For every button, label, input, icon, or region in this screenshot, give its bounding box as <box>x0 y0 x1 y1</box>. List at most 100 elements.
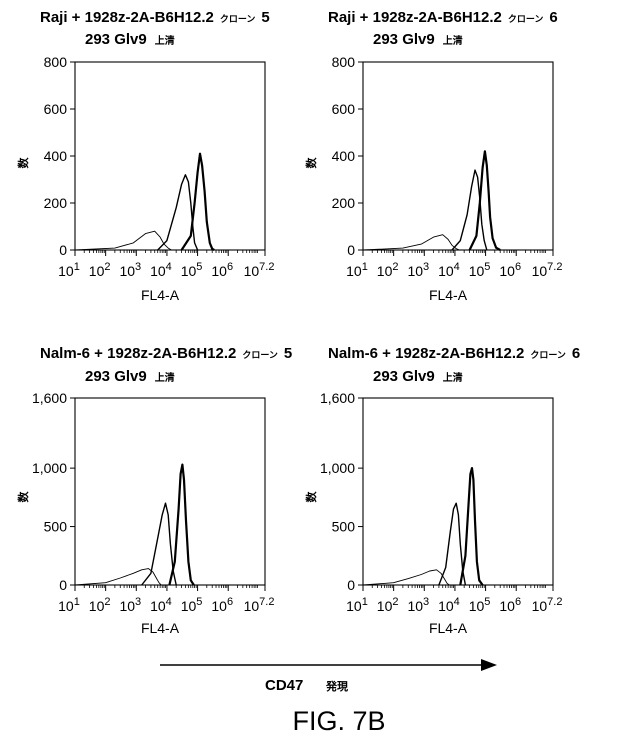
x-tick-exponent: 7.2 <box>547 261 562 273</box>
x-tick-exponent: 5 <box>484 596 490 608</box>
panel-title-clone: クローン <box>530 350 566 360</box>
x-tick-label: 105 <box>469 261 491 279</box>
x-tick-label: 105 <box>181 261 203 279</box>
histogram-curve-medium <box>158 175 198 250</box>
y-tick-label: 500 <box>44 519 68 535</box>
x-tick-base: 10 <box>407 263 423 279</box>
x-tick-base: 10 <box>377 598 393 614</box>
histogram-curve-thin <box>363 235 459 250</box>
histogram-curve-medium <box>142 503 177 585</box>
x-tick-label: 103 <box>407 261 429 279</box>
x-tick-label: 103 <box>119 596 141 614</box>
x-tick-label: 106 <box>499 261 521 279</box>
panel-clone-number: 5 <box>284 345 292 362</box>
x-tick-exponent: 7.2 <box>259 596 274 608</box>
x-tick-base: 10 <box>532 263 548 279</box>
panel-subtitle-main: 293 Glv9 <box>85 31 147 48</box>
y-tick-label: 0 <box>59 242 67 258</box>
x-tick-exponent: 1 <box>362 261 368 273</box>
y-tick-label: 1,000 <box>32 460 67 476</box>
y-tick-label: 0 <box>347 242 355 258</box>
x-tick-base: 10 <box>377 263 393 279</box>
panel-subtitle-suffix: 上清 <box>443 34 463 47</box>
y-tick-label: 800 <box>44 54 68 70</box>
cd47-label: CD47 <box>265 677 303 694</box>
x-tick-base: 10 <box>119 263 135 279</box>
panel-subtitle: 293 Glv9上清 <box>373 368 463 385</box>
x-tick-base: 10 <box>181 263 197 279</box>
x-tick-base: 10 <box>89 598 105 614</box>
panel-title: Nalm-6 + 1928z-2A-B6H12.2 クローン 5 <box>40 345 292 362</box>
x-tick-exponent: 6 <box>227 261 233 273</box>
x-tick-exponent: 4 <box>454 261 460 273</box>
x-tick-base: 10 <box>346 598 362 614</box>
x-tick-exponent: 3 <box>423 261 429 273</box>
x-tick-base: 10 <box>119 598 135 614</box>
histogram-curve-bold <box>182 154 215 250</box>
x-tick-exponent: 1 <box>74 596 80 608</box>
y-tick-label: 1,600 <box>32 390 67 406</box>
x-tick-base: 10 <box>58 598 74 614</box>
panel-title: Nalm-6 + 1928z-2A-B6H12.2クローン6 <box>328 345 580 362</box>
y-tick-label: 400 <box>44 148 68 164</box>
x-tick-label: 101 <box>346 596 368 614</box>
x-tick-label: 104 <box>150 261 172 279</box>
x-tick-exponent: 6 <box>515 261 521 273</box>
x-tick-label: 102 <box>89 596 111 614</box>
panel-subtitle-suffix: 上清 <box>155 371 175 384</box>
x-axis-label: FL4-A <box>141 620 180 636</box>
x-tick-label: 102 <box>377 596 399 614</box>
x-tick-exponent: 2 <box>104 261 110 273</box>
x-tick-base: 10 <box>150 263 166 279</box>
y-tick-label: 800 <box>332 54 356 70</box>
panel-subtitle: 293 Glv9 上清 <box>85 368 175 385</box>
histogram-panel-3: Nalm-6 + 1928z-2A-B6H12.2 クローン 5 293 Glv9 上清… <box>16 345 292 636</box>
x-tick-base: 10 <box>499 263 515 279</box>
x-tick-label: 105 <box>181 596 203 614</box>
x-tick-label: 102 <box>377 261 399 279</box>
x-tick-base: 10 <box>89 263 105 279</box>
x-tick-exponent: 7.2 <box>547 596 562 608</box>
y-tick-label: 200 <box>332 195 356 211</box>
x-tick-label: 101 <box>346 261 368 279</box>
figure-caption: FIG. 7B <box>292 706 385 736</box>
histogram-panel-4: Nalm-6 + 1928z-2A-B6H12.2クローン6 293 Glv9上清… <box>304 345 580 636</box>
x-tick-exponent: 7.2 <box>259 261 274 273</box>
cd47-label-suffix: 発現 <box>325 679 348 693</box>
x-tick-label: 107.2 <box>532 261 563 279</box>
plot-frame <box>75 62 265 250</box>
panel-subtitle-main: 293 Glv9 <box>373 31 435 48</box>
y-axis-label: 数 <box>16 157 30 169</box>
panel-title-clone: クローン <box>242 350 278 360</box>
x-tick-exponent: 1 <box>362 596 368 608</box>
x-tick-exponent: 6 <box>227 596 233 608</box>
panel-subtitle-suffix: 上清 <box>155 34 175 47</box>
x-tick-label: 107.2 <box>532 596 563 614</box>
x-tick-base: 10 <box>407 598 423 614</box>
y-axis-label: 数 <box>16 491 30 503</box>
x-tick-label: 106 <box>499 596 521 614</box>
plot-frame <box>363 398 553 585</box>
y-tick-label: 500 <box>332 519 356 535</box>
y-tick-label: 400 <box>332 148 356 164</box>
histogram-curve-bold <box>460 468 482 585</box>
x-tick-base: 10 <box>244 263 260 279</box>
panel-subtitle-main: 293 Glv9 <box>85 368 147 385</box>
x-tick-base: 10 <box>181 598 197 614</box>
panel-subtitle-suffix: 上清 <box>443 371 463 384</box>
x-tick-exponent: 2 <box>392 261 398 273</box>
x-tick-exponent: 6 <box>515 596 521 608</box>
x-tick-label: 104 <box>438 596 460 614</box>
cd47-arrow-head <box>481 659 497 671</box>
x-tick-base: 10 <box>499 598 515 614</box>
y-tick-label: 600 <box>332 101 356 117</box>
y-axis-label: 数 <box>304 157 318 169</box>
x-tick-exponent: 1 <box>74 261 80 273</box>
panel-title-main: Nalm-6 + 1928z-2A-B6H12.2 <box>40 345 236 362</box>
x-axis-label: FL4-A <box>429 620 468 636</box>
x-tick-base: 10 <box>58 263 74 279</box>
x-tick-base: 10 <box>150 598 166 614</box>
x-tick-label: 101 <box>58 596 80 614</box>
x-axis-label: FL4-A <box>429 287 468 303</box>
